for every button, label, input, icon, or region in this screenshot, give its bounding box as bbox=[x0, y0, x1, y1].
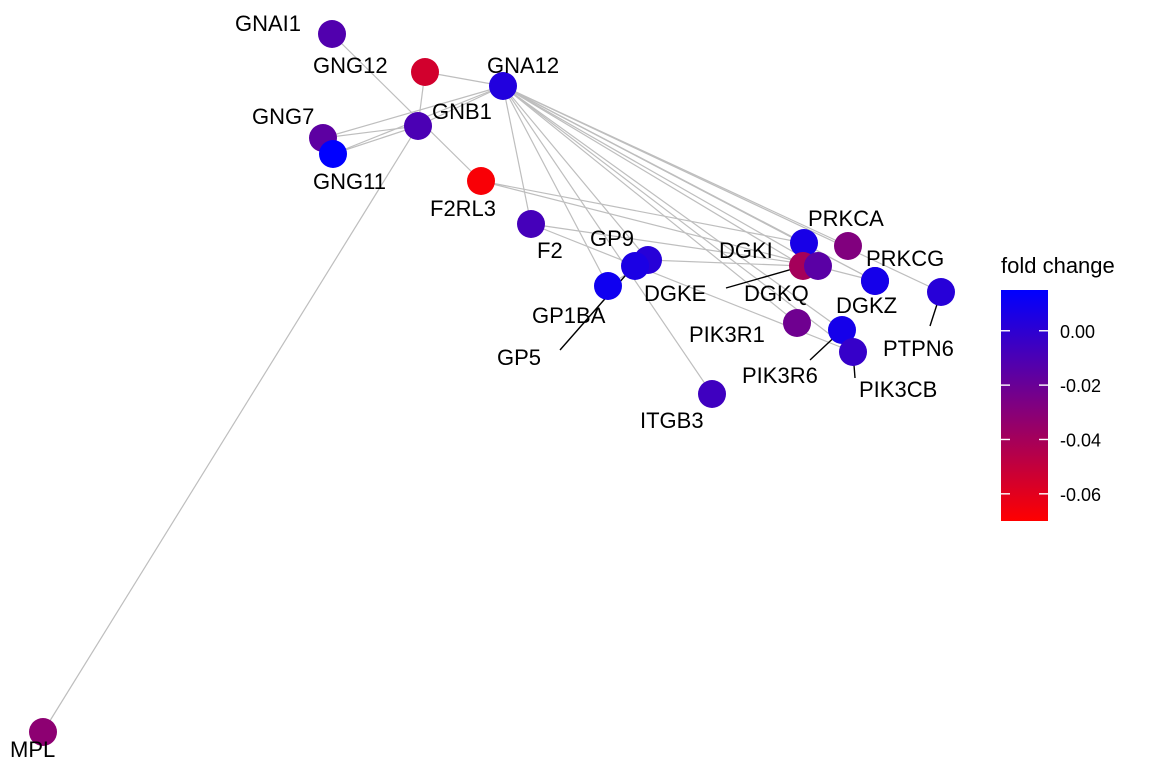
node-label-gna12: GNA12 bbox=[487, 53, 559, 78]
node-gp5 bbox=[621, 252, 649, 280]
node-f2 bbox=[517, 210, 545, 238]
edge-gna12-dgke bbox=[502, 85, 804, 267]
edge-gna12-gp1ba bbox=[502, 85, 609, 287]
node-label-gng12: GNG12 bbox=[313, 53, 388, 78]
edge-gnai1-f2rl3 bbox=[331, 33, 482, 182]
node-label-dgki: DGKI bbox=[719, 238, 773, 263]
edge-gng11-gnb1 bbox=[332, 125, 419, 155]
node-dgkz bbox=[861, 267, 889, 295]
node-label-pik3cb: PIK3CB bbox=[859, 377, 937, 402]
edge-gna12-pik3r1 bbox=[502, 85, 798, 324]
edge-gna12-f2 bbox=[502, 85, 532, 225]
edge-f2rl3-dgki bbox=[480, 180, 805, 244]
edge-gng7-gnb1 bbox=[322, 125, 419, 139]
node-label-f2rl3: F2RL3 bbox=[430, 196, 496, 221]
node-label-gp5: GP5 bbox=[497, 345, 541, 370]
edge-gp9-dgke bbox=[647, 259, 804, 267]
node-gp1ba bbox=[594, 272, 622, 300]
node-dgkq bbox=[804, 252, 832, 280]
node-gna12 bbox=[489, 72, 517, 100]
node-gng11 bbox=[319, 140, 347, 168]
nodes-layer bbox=[29, 20, 955, 746]
node-dgki bbox=[790, 229, 818, 257]
node-label-f2: F2 bbox=[537, 238, 563, 263]
edge-gng7-gna12 bbox=[322, 85, 504, 139]
edge-gna12-pik3r6 bbox=[502, 85, 843, 331]
node-label-prkcg: PRKCG bbox=[866, 246, 944, 271]
node-pik3r6 bbox=[828, 316, 856, 344]
edge-gna12-ptpn6 bbox=[502, 85, 942, 293]
node-label-gng11: GNG11 bbox=[313, 169, 386, 194]
node-label-gng7: GNG7 bbox=[252, 104, 314, 129]
edges-layer bbox=[42, 33, 942, 733]
node-label-mpl: MPL bbox=[10, 737, 55, 762]
legend-tick-label: 0.00 bbox=[1060, 322, 1095, 342]
legend-tick-label: -0.04 bbox=[1060, 430, 1101, 450]
node-label-pik3r6: PIK3R6 bbox=[742, 363, 818, 388]
legend-tick-label: -0.06 bbox=[1060, 485, 1101, 505]
node-label-ptpn6: PTPN6 bbox=[883, 336, 954, 361]
edge-gnb1-mpl bbox=[42, 125, 419, 733]
node-pik3r1 bbox=[783, 309, 811, 337]
node-label-gp1ba: GP1BA bbox=[532, 303, 606, 328]
legend-tick-label: -0.02 bbox=[1060, 376, 1101, 396]
edge-f2-dgkq bbox=[530, 223, 819, 267]
color-legend: fold change 0.00 -0.02 -0.04 -0.06 bbox=[1001, 253, 1115, 521]
node-label-gnai1: GNAI1 bbox=[235, 11, 301, 36]
node-gnb1 bbox=[404, 112, 432, 140]
legend-title: fold change bbox=[1001, 253, 1115, 278]
node-label-pik3r1: PIK3R1 bbox=[689, 322, 765, 347]
node-mpl bbox=[29, 718, 57, 746]
node-label-gp9: GP9 bbox=[590, 226, 634, 251]
node-label-dgke: DGKE bbox=[644, 281, 706, 306]
node-label-itgb3: ITGB3 bbox=[640, 408, 704, 433]
node-itgb3 bbox=[698, 380, 726, 408]
legend-ticks: 0.00 -0.02 -0.04 -0.06 bbox=[1001, 322, 1101, 505]
node-ptpn6 bbox=[927, 278, 955, 306]
node-pik3cb bbox=[839, 338, 867, 366]
edge-gna12-gp9 bbox=[502, 85, 649, 261]
legend-colorbar bbox=[1001, 290, 1048, 521]
edge-gnb1-gna12 bbox=[417, 85, 504, 127]
node-gnai1 bbox=[318, 20, 346, 48]
node-label-gnb1: GNB1 bbox=[432, 99, 492, 124]
node-f2rl3 bbox=[467, 167, 495, 195]
node-label-dgkq: DGKQ bbox=[744, 281, 809, 306]
edge-gna12-itgb3 bbox=[502, 85, 713, 395]
node-gng12 bbox=[411, 58, 439, 86]
labels-layer: GNAI1 GNG12 GNA12 GNG7 GNB1 GNG11 F2RL3 F2 GP9 GP… bbox=[10, 11, 954, 762]
node-prkca bbox=[834, 232, 862, 260]
node-label-prkca: PRKCA bbox=[808, 206, 884, 231]
node-label-dgkz: DGKZ bbox=[836, 293, 897, 318]
